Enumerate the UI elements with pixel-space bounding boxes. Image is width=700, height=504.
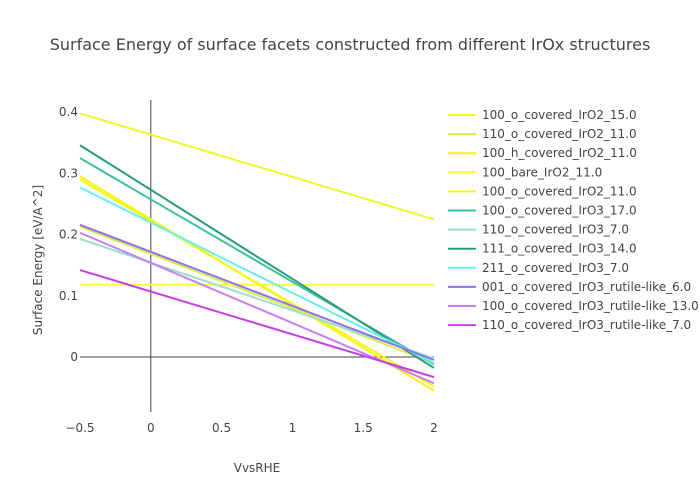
legend-label-3: 100_bare_IrO2_11.0 — [482, 165, 602, 179]
y-tick-label: 0.1 — [59, 289, 78, 303]
x-tick-label: 1.5 — [354, 421, 373, 435]
series-line-11 — [79, 269, 435, 379]
x-tick-label: 1 — [289, 421, 297, 435]
x-tick-label: 0 — [147, 421, 155, 435]
x-axis-label: VvsRHE — [234, 461, 281, 475]
x-tick-label: 0.5 — [212, 421, 231, 435]
series-line-8 — [79, 186, 435, 364]
y-tick-label: 0.4 — [59, 105, 78, 119]
series-line-7 — [79, 144, 435, 369]
legend-label-6: 110_o_covered_IrO3_7.0 — [482, 223, 629, 237]
series-line-9 — [79, 223, 435, 361]
legend-label-9: 001_o_covered_IrO3_rutile-like_6.0 — [482, 280, 691, 294]
legend: 100_o_covered_IrO2_15.0 110_o_covered_IrO… — [448, 108, 699, 332]
y-tick-label: 0 — [70, 350, 78, 364]
chart-title: Surface Energy of surface facets constru… — [50, 35, 651, 54]
series-line-4 — [79, 178, 435, 388]
y-tick-label: 0.2 — [59, 228, 78, 242]
legend-label-2: 100_h_covered_IrO2_11.0 — [482, 146, 637, 160]
legend-label-10: 100_o_covered_IrO3_rutile-like_13.0 — [482, 299, 699, 313]
series-line-0 — [79, 112, 435, 221]
x-axis-ticks: −0.5 0 0.5 1 1.5 2 — [65, 421, 437, 435]
legend-label-1: 110_o_covered_IrO2_11.0 — [482, 127, 637, 141]
legend-label-0: 100_o_covered_IrO2_15.0 — [482, 108, 637, 122]
series-line-5 — [79, 157, 435, 366]
plot-area — [79, 100, 435, 412]
y-axis-ticks: 0 0.1 0.2 0.3 0.4 — [59, 105, 78, 364]
legend-label-8: 211_o_covered_IrO3_7.0 — [482, 261, 629, 275]
legend-label-4: 100_o_covered_IrO2_11.0 — [482, 184, 637, 198]
y-axis-label: Surface Energy [eV/A^2] — [31, 185, 45, 335]
x-tick-label: 2 — [430, 421, 438, 435]
legend-label-7: 111_o_covered_IrO3_14.0 — [482, 242, 637, 256]
legend-label-11: 110_o_covered_IrO3_rutile-like_7.0 — [482, 318, 691, 332]
x-tick-label: −0.5 — [65, 421, 94, 435]
series-line-1 — [79, 225, 435, 364]
y-tick-label: 0.3 — [59, 166, 78, 180]
series-line-10 — [79, 231, 435, 385]
legend-label-5: 100_o_covered_IrO3_17.0 — [482, 204, 637, 218]
